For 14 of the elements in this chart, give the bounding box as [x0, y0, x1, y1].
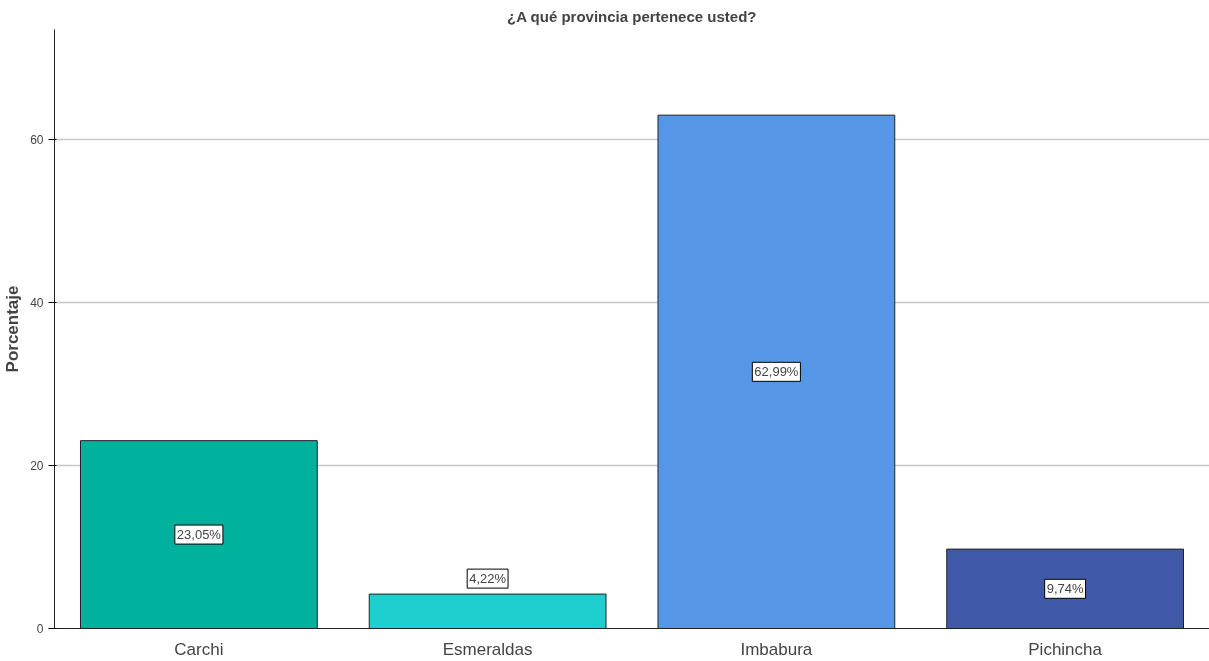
x-tick-label: Carchi [174, 639, 224, 659]
y-tick-label: 20 [30, 459, 44, 474]
x-tick-label: Imbabura [740, 639, 813, 659]
y-tick-label: 60 [30, 133, 44, 148]
data-label: 4,22% [469, 571, 507, 587]
x-tick-label: Pichincha [1028, 639, 1103, 659]
data-label: 9,74% [1046, 581, 1084, 597]
data-label: 62,99% [754, 364, 799, 380]
y-tick-label: 40 [30, 296, 44, 311]
y-tick-label: 0 [36, 622, 44, 636]
x-tick-label: Esmeraldas [442, 639, 533, 659]
chart-title: ¿A qué provincia pertenece usted? [506, 7, 757, 25]
y-axis-title: Porcentaje [3, 285, 23, 373]
data-label: 23,05% [176, 527, 222, 543]
